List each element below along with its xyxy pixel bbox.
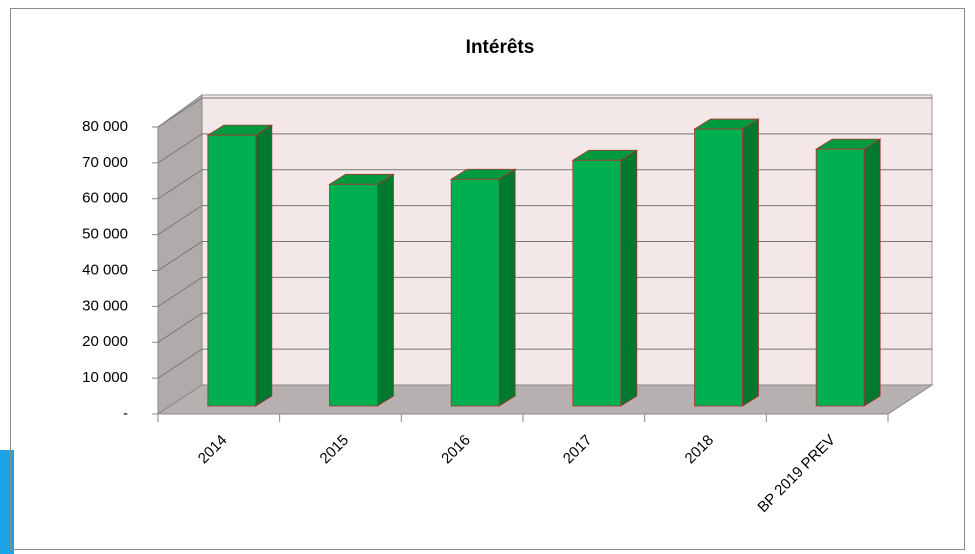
grid-line [157, 348, 203, 379]
grid-line [157, 276, 203, 307]
grid-line [157, 97, 203, 128]
bar-side [620, 149, 638, 407]
side-wall [157, 94, 203, 415]
bar-side [255, 124, 273, 407]
x-tick-label: 2018 [682, 432, 718, 468]
grid-line [157, 241, 203, 271]
y-tick-label: 20 000 [82, 333, 128, 350]
bar [694, 128, 743, 407]
decoration [0, 450, 14, 554]
grid-line [157, 133, 203, 164]
grid-line [157, 169, 203, 200]
bar [450, 178, 500, 407]
bar-side [498, 168, 516, 407]
chart-title: Intérêts [466, 37, 535, 58]
chart-frame [10, 8, 965, 550]
y-tick-label: 10 000 [82, 369, 128, 386]
x-tick-label: BP 2019 PREV [754, 432, 838, 516]
x-tick-label: 2017 [560, 432, 596, 468]
y-tick-label: 50 000 [82, 226, 128, 243]
bar-side [742, 118, 759, 407]
y-tick-label: 40 000 [82, 261, 128, 278]
y-tick-label: 80 000 [82, 118, 128, 135]
bar [815, 148, 865, 407]
x-tick-label: 2014 [195, 432, 231, 468]
y-tick-label: 60 000 [82, 190, 128, 207]
y-tick-label: 30 000 [82, 297, 128, 314]
bar [329, 183, 378, 407]
y-tick-label: 70 000 [82, 154, 128, 171]
bar-side [863, 138, 881, 407]
grid-line [157, 312, 203, 343]
grid-line [157, 205, 203, 236]
bar [207, 134, 257, 407]
x-tick-label: 2016 [438, 432, 474, 468]
x-tick-label: 2015 [317, 432, 353, 468]
bar-side [377, 173, 394, 407]
y-tick-label: - [123, 405, 128, 422]
bar [572, 159, 622, 407]
